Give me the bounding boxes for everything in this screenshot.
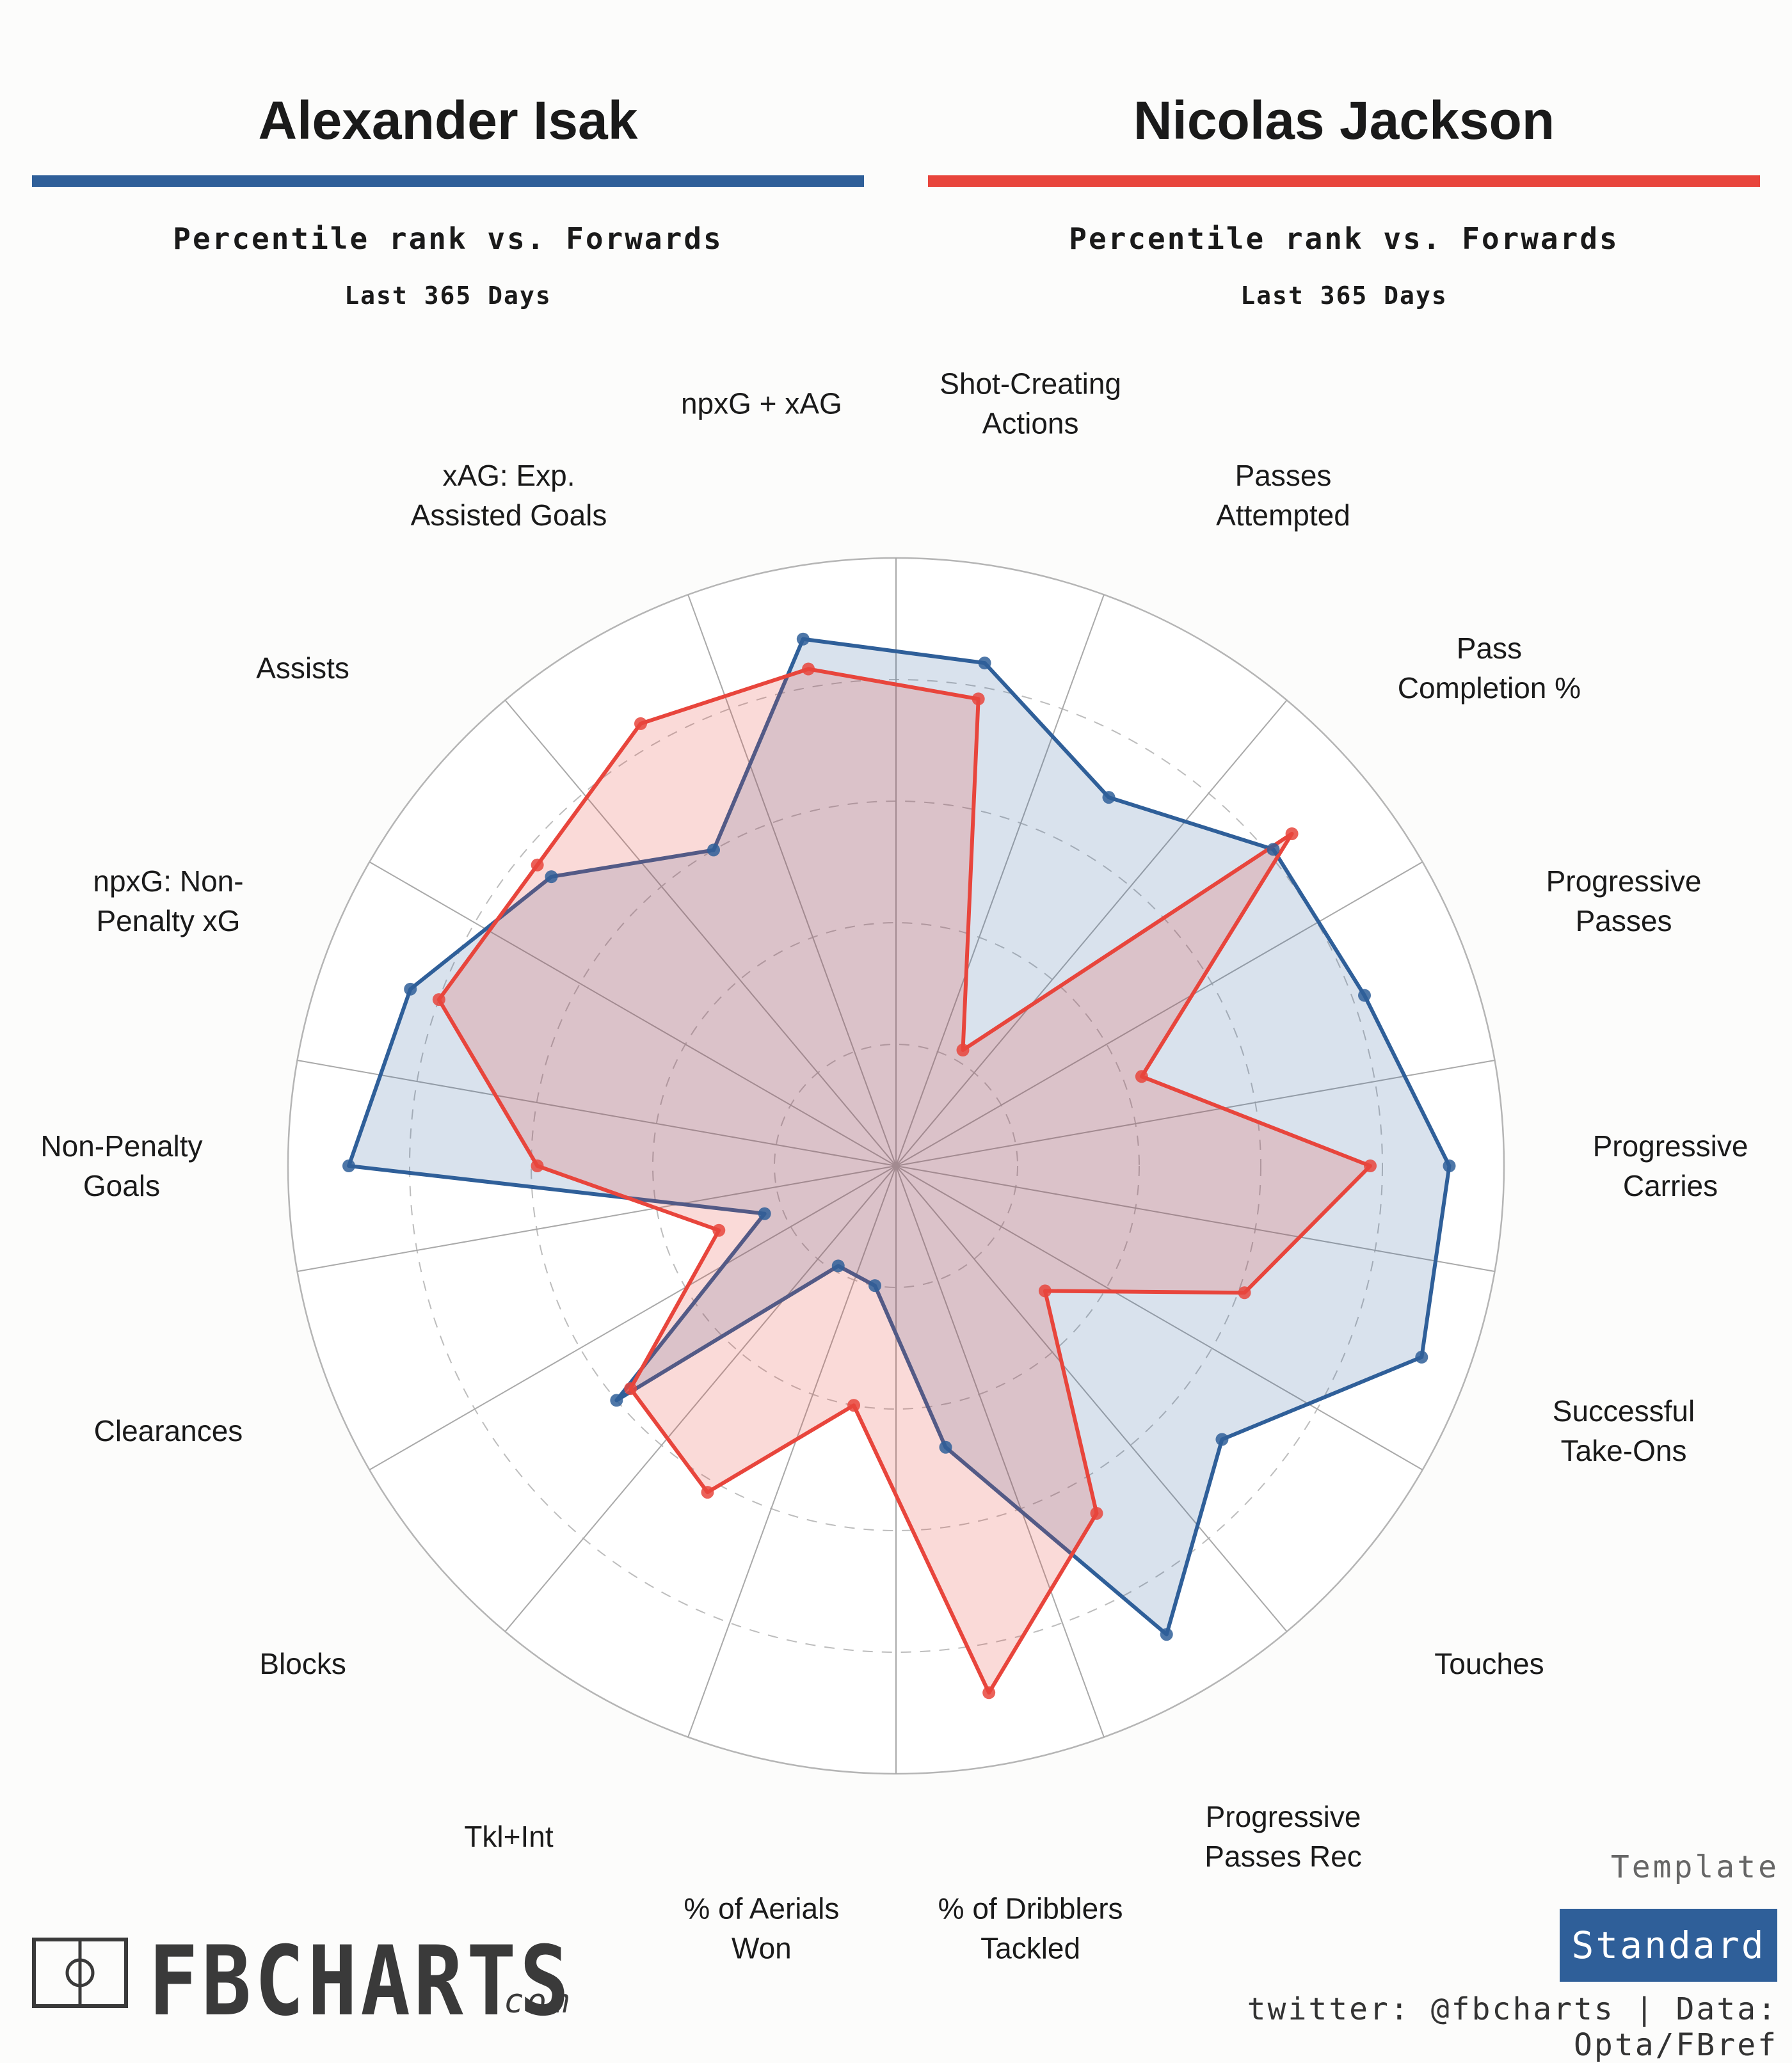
series-2-point bbox=[531, 858, 544, 872]
series-2-point bbox=[802, 662, 815, 676]
axis-label: % of Aerials Won bbox=[684, 1892, 839, 1965]
series-1-point bbox=[610, 1394, 623, 1407]
radar-spoke bbox=[895, 699, 1288, 1167]
player-1-color-bar bbox=[32, 175, 864, 187]
player-2-period: Last 365 Days bbox=[1240, 282, 1448, 310]
series-1-point bbox=[978, 657, 991, 670]
radar-series bbox=[342, 632, 1456, 1700]
series-2-point bbox=[1135, 1070, 1148, 1083]
radar-grid-ring bbox=[652, 922, 1140, 1410]
series-2-point bbox=[432, 993, 445, 1007]
template-standard-button[interactable]: Standard bbox=[1560, 1909, 1777, 1982]
radar-spoke bbox=[895, 1165, 1423, 1470]
series-2-point bbox=[972, 692, 985, 706]
series-1-point bbox=[1358, 989, 1372, 1002]
series-2-point bbox=[701, 1486, 714, 1499]
radar-spoke bbox=[895, 1165, 1495, 1272]
axis-label: Pass Completion % bbox=[1398, 632, 1581, 705]
series-1-point bbox=[868, 1279, 882, 1293]
player-1-subtitle: Percentile rank vs. Forwards bbox=[173, 221, 723, 256]
player-2-subtitle: Percentile rank vs. Forwards bbox=[1069, 221, 1619, 256]
axis-label: npxG: Non-Penalty xG bbox=[93, 864, 243, 937]
fbcharts-logo-icon bbox=[32, 1938, 128, 2008]
series-1-point bbox=[939, 1440, 952, 1454]
series-2-point bbox=[1364, 1159, 1377, 1172]
series-2-point bbox=[634, 717, 647, 730]
axis-labels: Shot-Creating Actions Passes Attempted Pass C… bbox=[40, 367, 1748, 1964]
radar-spoke bbox=[895, 1060, 1495, 1167]
series-2-point bbox=[624, 1382, 637, 1396]
series-1-point bbox=[1443, 1159, 1456, 1172]
axis-label: Successful Take-Ons bbox=[1553, 1394, 1695, 1467]
radar-spoke bbox=[369, 1165, 897, 1470]
axis-label: Progressive Passes Rec bbox=[1204, 1800, 1361, 1873]
brand-name: FBCHARTS bbox=[148, 1926, 573, 2037]
player-2-name: Nicolas Jackson bbox=[1133, 90, 1555, 150]
axis-label: Blocks bbox=[259, 1647, 346, 1680]
series-2-point bbox=[1285, 827, 1299, 840]
radar-spoke bbox=[504, 1165, 897, 1632]
series-1-point bbox=[1215, 1433, 1229, 1446]
series-1-point bbox=[342, 1159, 355, 1172]
axis-label: Shot-Creating Actions bbox=[940, 367, 1121, 440]
axis-label: Assists bbox=[256, 651, 349, 685]
radar-spoke bbox=[687, 1165, 897, 1738]
axis-label: npxG + xAG bbox=[681, 386, 842, 420]
axis-label: Clearances bbox=[94, 1414, 243, 1447]
series-2-point bbox=[1038, 1284, 1052, 1298]
series-1-point bbox=[1102, 791, 1116, 804]
series-2-point bbox=[712, 1223, 726, 1237]
series-1-point bbox=[831, 1259, 845, 1273]
data-credit: twitter: @fbcharts | Data: Opta/FBref bbox=[1247, 1991, 1778, 2063]
template-label: Template bbox=[1610, 1849, 1779, 1885]
series-2-point bbox=[956, 1044, 970, 1057]
radar-spoke bbox=[895, 1165, 1105, 1738]
series-2-point bbox=[1238, 1286, 1251, 1300]
series-2-point bbox=[531, 1159, 544, 1172]
series-1-point bbox=[707, 843, 720, 857]
axis-label: Non-Penalty Goals bbox=[40, 1129, 202, 1202]
axis-label: Touches bbox=[1434, 1647, 1544, 1680]
axis-label: Tkl+Int bbox=[464, 1820, 554, 1853]
series-1-point bbox=[1160, 1628, 1173, 1641]
axis-label: Passes Attempted bbox=[1216, 459, 1350, 532]
brand-domain: .com bbox=[481, 1982, 572, 2021]
player-2-color-bar bbox=[928, 175, 1760, 187]
radar-spoke bbox=[297, 1060, 897, 1167]
series-1-point bbox=[1415, 1350, 1428, 1364]
player-1-period: Last 365 Days bbox=[344, 282, 552, 310]
series-2-point bbox=[982, 1686, 996, 1700]
series-1-point bbox=[796, 632, 810, 646]
axis-label: Progressive Passes bbox=[1546, 864, 1702, 937]
radar-spoke bbox=[369, 861, 897, 1167]
series-2-point bbox=[847, 1399, 861, 1412]
series-1-point bbox=[758, 1207, 771, 1220]
radar-spoke bbox=[687, 594, 897, 1167]
radar-grid-ring bbox=[774, 1044, 1018, 1288]
axis-label: xAG: Exp. Assisted Goals bbox=[411, 459, 607, 532]
series-1-point bbox=[545, 870, 558, 884]
series-1-point bbox=[404, 982, 417, 996]
radar-spoke bbox=[297, 1165, 897, 1272]
series-2-point bbox=[1090, 1506, 1103, 1520]
player-1-name: Alexander Isak bbox=[258, 90, 638, 150]
series-1-point bbox=[1267, 843, 1280, 856]
radar-spoke bbox=[504, 699, 897, 1167]
axis-label: Progressive Carries bbox=[1593, 1129, 1748, 1202]
axis-label: % of Dribblers Tackled bbox=[938, 1892, 1123, 1965]
radar-grid bbox=[287, 557, 1505, 1775]
radar-spoke bbox=[895, 861, 1423, 1167]
radar-spoke bbox=[895, 594, 1105, 1167]
radar-spoke bbox=[895, 1165, 1288, 1632]
